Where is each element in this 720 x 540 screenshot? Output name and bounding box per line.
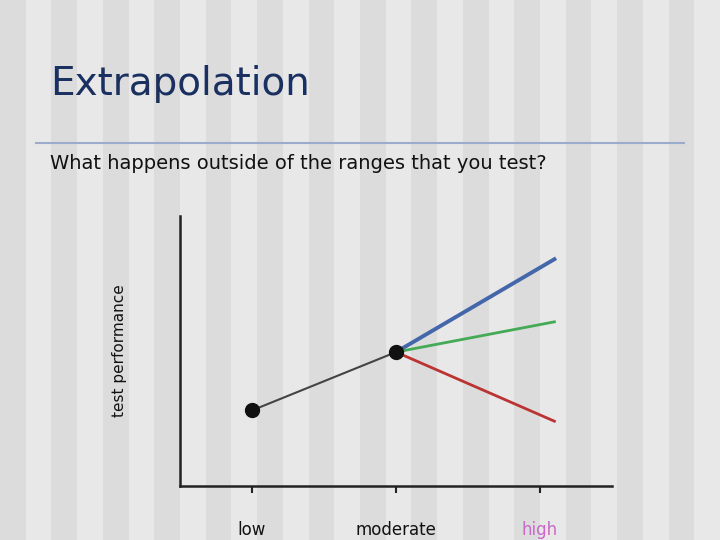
Point bbox=[246, 406, 258, 415]
Text: low: low bbox=[238, 521, 266, 539]
Text: high: high bbox=[522, 521, 558, 539]
Text: moderate: moderate bbox=[356, 521, 436, 539]
Text: What happens outside of the ranges that you test?: What happens outside of the ranges that … bbox=[50, 154, 547, 173]
Point bbox=[390, 348, 402, 356]
Text: test performance: test performance bbox=[112, 285, 127, 417]
Text: Extrapolation: Extrapolation bbox=[50, 65, 310, 103]
